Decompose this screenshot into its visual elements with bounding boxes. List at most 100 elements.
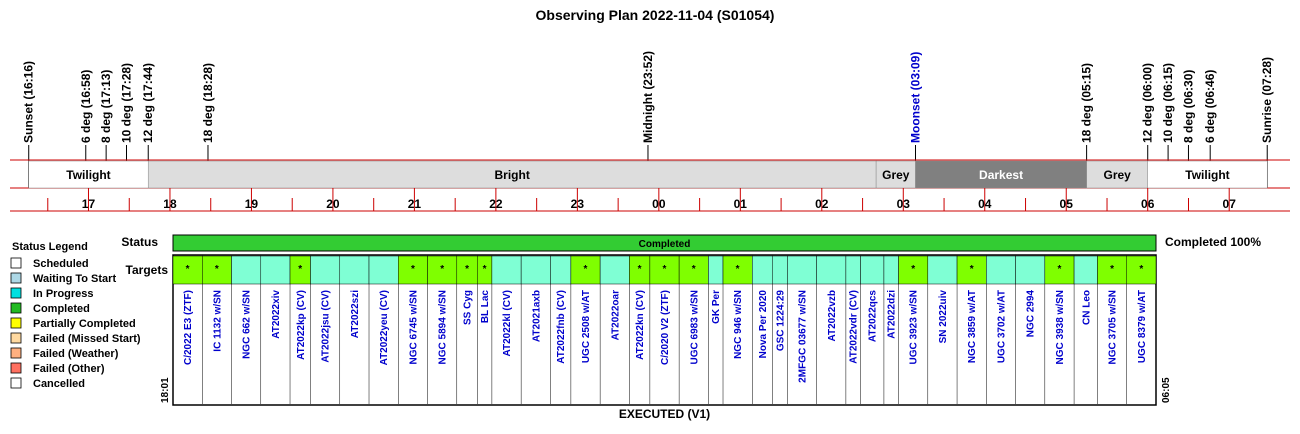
target-name[interactable]: AT2022szi bbox=[350, 290, 361, 338]
legend-label: Completed bbox=[33, 303, 90, 315]
target-name[interactable]: NGC 5894 w/SN bbox=[438, 290, 449, 364]
target-name[interactable]: NGC 946 w/SN bbox=[733, 290, 744, 359]
target-name[interactable]: NGC 3938 w/SN bbox=[1055, 290, 1066, 364]
target-name[interactable]: UGC 3702 w/AT bbox=[996, 290, 1007, 363]
target-name[interactable]: UGC 3923 w/SN bbox=[909, 290, 920, 364]
band-3 bbox=[915, 160, 1087, 189]
target-name[interactable]: NGC 3859 w/AT bbox=[967, 290, 978, 363]
target-name[interactable]: BL Lac bbox=[480, 290, 491, 324]
band-label: Twilight bbox=[1185, 168, 1229, 182]
target-cell[interactable] bbox=[986, 255, 1016, 285]
target-name[interactable]: GK Per bbox=[711, 290, 722, 324]
target-name[interactable]: IC 1132 w/SN bbox=[212, 290, 223, 352]
hour-tick-label: 07 bbox=[1223, 197, 1237, 211]
target-cell[interactable] bbox=[1073, 255, 1098, 285]
target-name[interactable]: AT2022dzi bbox=[887, 290, 898, 339]
hour-tick-label: 18 bbox=[163, 197, 177, 211]
target-name[interactable]: C/2022 E3 (ZTF) bbox=[183, 290, 194, 365]
legend-swatch bbox=[10, 272, 22, 284]
hour-tick-label: 02 bbox=[815, 197, 829, 211]
target-cell[interactable] bbox=[956, 255, 987, 285]
event-label: 12 deg (06:00) bbox=[1141, 63, 1155, 143]
band-4 bbox=[1086, 160, 1148, 189]
target-name[interactable]: 2MFGC 03677 w/SN bbox=[798, 290, 809, 383]
target-name[interactable]: AT2022xiv bbox=[271, 290, 282, 339]
event-label: 10 deg (17:28) bbox=[120, 63, 134, 143]
hour-tick-label: 17 bbox=[82, 197, 96, 211]
target-cell[interactable] bbox=[752, 255, 773, 285]
target-name[interactable]: Nova Per 2020 bbox=[758, 290, 769, 359]
event-label: 6 deg (06:46) bbox=[1203, 70, 1217, 143]
target-cell[interactable] bbox=[599, 255, 630, 285]
event-label: 18 deg (18:28) bbox=[201, 63, 215, 143]
target-cell[interactable] bbox=[172, 255, 203, 285]
target-cell[interactable] bbox=[491, 255, 522, 285]
target-name[interactable]: AT2022qcs bbox=[868, 290, 879, 343]
target-name[interactable]: SN 2022uiv bbox=[938, 290, 949, 344]
target-name[interactable]: AT2022oar bbox=[610, 290, 621, 341]
target-name[interactable]: AT2022yeu (CV) bbox=[379, 290, 390, 365]
target-name[interactable]: AT2022kp (CV) bbox=[296, 290, 307, 360]
event-label: Sunset (16:16) bbox=[22, 61, 36, 143]
target-name[interactable]: AT2022fnb (CV) bbox=[556, 290, 567, 364]
hour-tick-label: 20 bbox=[326, 197, 340, 211]
target-marker: * bbox=[215, 264, 219, 275]
status-legend: Status Legend Scheduled Waiting To Start In… bbox=[10, 241, 141, 390]
target-cell[interactable] bbox=[816, 255, 847, 285]
target-cell[interactable] bbox=[1044, 255, 1075, 285]
event-label: 12 deg (17:44) bbox=[141, 63, 155, 143]
target-cell[interactable] bbox=[883, 255, 899, 285]
target-name[interactable]: NGC 2994 bbox=[1026, 290, 1037, 338]
legend-swatch bbox=[10, 287, 22, 299]
target-marker: * bbox=[440, 264, 444, 275]
target-cell[interactable] bbox=[787, 255, 817, 285]
target-name[interactable]: NGC 662 w/SN bbox=[242, 290, 253, 359]
target-cell[interactable] bbox=[649, 255, 680, 285]
target-cell[interactable] bbox=[550, 255, 572, 285]
target-name[interactable]: UGC 2508 w/AT bbox=[581, 290, 592, 363]
sky-bands: Twilight Bright Grey Darkest Grey Twilight bbox=[10, 159, 1290, 212]
target-name[interactable]: UGC 8379 w/AT bbox=[1137, 290, 1148, 363]
start-time-label: 18:01 bbox=[160, 377, 171, 403]
target-marker: * bbox=[465, 264, 469, 275]
target-cell[interactable] bbox=[368, 255, 399, 285]
target-cell[interactable] bbox=[231, 255, 262, 285]
target-name[interactable]: AT2022kl (CV) bbox=[502, 290, 513, 357]
target-name[interactable]: AT2021axb bbox=[531, 290, 542, 342]
target-name[interactable]: CN Leo bbox=[1081, 290, 1092, 325]
target-cell[interactable] bbox=[845, 255, 861, 285]
target-name[interactable]: C/2020 V2 (ZTF) bbox=[660, 290, 671, 365]
target-cell[interactable] bbox=[1015, 255, 1046, 285]
band-label: Grey bbox=[882, 168, 910, 182]
target-cell[interactable] bbox=[310, 255, 341, 285]
hour-tick-label: 05 bbox=[1060, 197, 1074, 211]
target-name[interactable]: NGC 6745 w/SN bbox=[408, 290, 419, 364]
target-cell[interactable] bbox=[927, 255, 958, 285]
target-name[interactable]: AT2022vdr (CV) bbox=[849, 290, 860, 364]
target-name[interactable]: UGC 6983 w/SN bbox=[689, 290, 700, 364]
target-name[interactable]: AT2022kn (CV) bbox=[635, 290, 646, 360]
target-cell[interactable] bbox=[520, 255, 551, 285]
target-name[interactable]: NGC 3705 w/SN bbox=[1108, 290, 1119, 364]
target-cell[interactable] bbox=[1126, 255, 1157, 285]
target-cell[interactable] bbox=[708, 255, 724, 285]
target-cell[interactable] bbox=[427, 255, 458, 285]
target-cell[interactable] bbox=[1097, 255, 1127, 285]
event-label: 18 deg (05:15) bbox=[1080, 63, 1094, 143]
target-name[interactable]: GSC 1224:29 bbox=[776, 290, 787, 352]
end-time-label: 06:05 bbox=[1161, 377, 1172, 403]
target-cell[interactable] bbox=[772, 255, 788, 285]
target-name[interactable]: AT2022vzb bbox=[827, 290, 838, 342]
target-name[interactable]: AT2022jsu (CV) bbox=[321, 290, 332, 363]
target-cell[interactable] bbox=[722, 255, 753, 285]
target-cell[interactable] bbox=[202, 255, 232, 285]
event-label: 10 deg (06:15) bbox=[1161, 63, 1175, 143]
target-cell[interactable] bbox=[898, 255, 929, 285]
target-cell[interactable] bbox=[678, 255, 709, 285]
target-cell[interactable] bbox=[860, 255, 885, 285]
target-cell[interactable] bbox=[339, 255, 370, 285]
target-name[interactable]: SS Cyg bbox=[463, 290, 474, 325]
target-cell[interactable] bbox=[260, 255, 291, 285]
event-label: Midnight (23:52) bbox=[641, 51, 655, 143]
